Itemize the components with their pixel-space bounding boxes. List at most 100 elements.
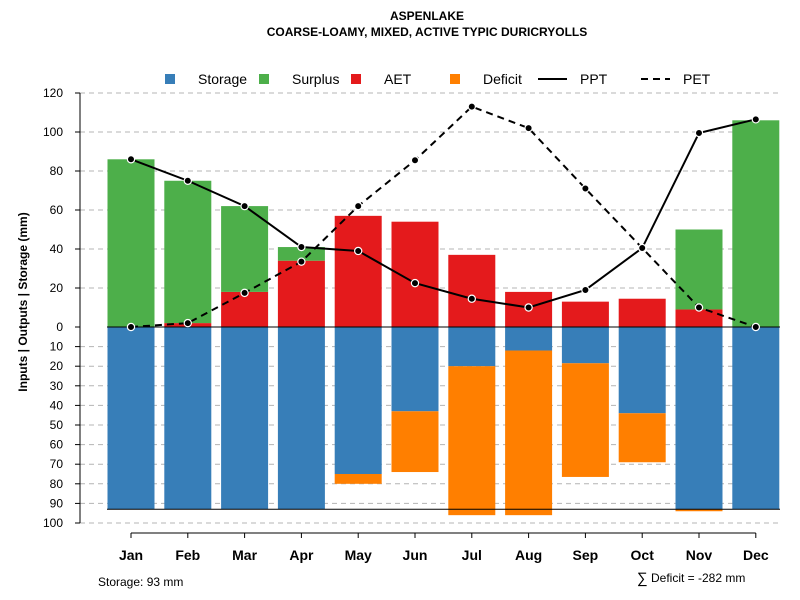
x-label-mar: Mar [232,547,257,563]
legend-label-storage: Storage [198,71,247,87]
bar-aet-jul [448,254,496,327]
point-pet-dec [751,322,761,332]
bar-storage-dec [732,327,780,510]
bar-deficit-jun [391,411,439,473]
bar-storage-jul [448,327,496,367]
footer-sum-symbol: ∑ [637,570,648,587]
bar-deficit-may [334,474,382,484]
bar-storage-oct [618,327,666,414]
point-pet-jul [467,102,476,111]
bar-storage-jan [107,327,155,510]
x-label-jan: Jan [119,547,143,563]
bar-storage-feb [164,327,212,510]
top-bars [107,120,780,327]
legend-swatch-deficit [450,74,460,84]
x-label-may: May [345,547,372,563]
y-tick-label-bottom: 30 [50,379,64,393]
y-tick-label-bottom: 80 [50,477,64,491]
legend: Storage Surplus AET Deficit PPT PET [165,71,711,87]
series-lines [126,102,761,332]
footer-storage: Storage: 93 mm [98,575,183,589]
legend-label-ppt: PPT [580,71,608,87]
point-ppt-mar [240,201,249,211]
y-tick-label-bottom: 40 [50,398,64,412]
point-ppt-dec [751,115,761,124]
bar-deficit-nov [675,509,723,512]
point-ppt-may [354,246,363,256]
point-ppt-sep [581,285,590,295]
x-label-feb: Feb [175,547,200,563]
chart-title: ASPENLAKE [390,9,464,23]
legend-label-pet: PET [683,71,711,87]
point-pet-jun [410,156,420,165]
footer-deficit: Deficit = -282 mm [651,571,745,585]
point-pet-nov [694,303,704,312]
y-tick-label-top: 60 [50,203,64,217]
bar-aet-sep [561,301,609,327]
point-pet-may [354,201,363,211]
y-tick-label-bottom: 60 [50,438,64,452]
point-ppt-jun [410,278,420,288]
x-label-oct: Oct [631,547,655,563]
point-pet-jan [126,322,136,332]
point-ppt-jan [126,155,136,164]
y-tick-label-bottom: 20 [50,359,64,373]
y-tick-label-top: 40 [50,242,64,256]
legend-swatch-storage [165,74,175,84]
bar-storage-sep [561,327,609,364]
bar-deficit-oct [618,413,666,463]
point-ppt-apr [297,242,306,252]
point-pet-aug [524,123,533,133]
bar-aet-oct [618,298,666,327]
y-axis-label: Inputs | Outputs | Storage (mm) [16,212,30,391]
bar-aet-apr [277,260,325,327]
bar-deficit-sep [561,363,609,477]
bar-surplus-dec [732,120,780,327]
bar-aet-may [334,215,382,327]
point-pet-feb [183,318,192,328]
y-tick-label-top: 0 [56,320,63,334]
bar-surplus-jan [107,159,155,327]
bar-storage-apr [277,327,325,510]
x-label-jul: Jul [462,547,482,563]
bar-aet-mar [221,291,269,327]
y-tick-label-bottom: 50 [50,418,64,432]
bar-surplus-feb [164,180,212,324]
bar-surplus-apr [277,247,325,261]
bar-storage-jun [391,327,439,412]
legend-label-surplus: Surplus [292,71,339,87]
y-tick-label-bottom: 100 [43,516,63,530]
x-label-apr: Apr [289,547,314,563]
point-pet-mar [240,288,249,298]
bar-surplus-nov [675,229,723,310]
bar-aet-nov [675,309,723,327]
legend-swatch-aet [351,74,361,84]
axes: 0 20 40 60 80 100 120 10 20 30 40 50 60 70 80 90 100 Jan F… [43,86,769,563]
point-ppt-nov [694,128,704,138]
bar-storage-may [334,327,382,474]
bar-deficit-aug [505,350,553,516]
y-tick-label-top: 120 [43,86,63,100]
bar-surplus-mar [221,206,269,292]
point-pet-sep [581,184,590,193]
bar-storage-aug [505,327,553,351]
line-pet [130,105,757,328]
bar-storage-nov [675,327,723,510]
point-ppt-jul [467,294,476,303]
x-label-aug: Aug [515,547,542,563]
reference-lines [107,326,780,510]
point-ppt-aug [524,303,533,312]
y-tick-label-top: 100 [43,125,63,139]
x-label-nov: Nov [686,547,713,563]
line-ppt [130,118,757,309]
y-tick-label-top: 20 [50,281,64,295]
y-tick-label-bottom: 70 [50,457,64,471]
point-pet-apr [297,257,306,266]
point-pet-oct [638,243,647,253]
x-label-sep: Sep [573,547,599,563]
bottom-bars [107,327,780,516]
chart-subtitle: COARSE-LOAMY, MIXED, ACTIVE TYPIC DURICR… [267,25,587,39]
point-ppt-feb [183,176,192,185]
y-tick-label-bottom: 90 [50,496,64,510]
